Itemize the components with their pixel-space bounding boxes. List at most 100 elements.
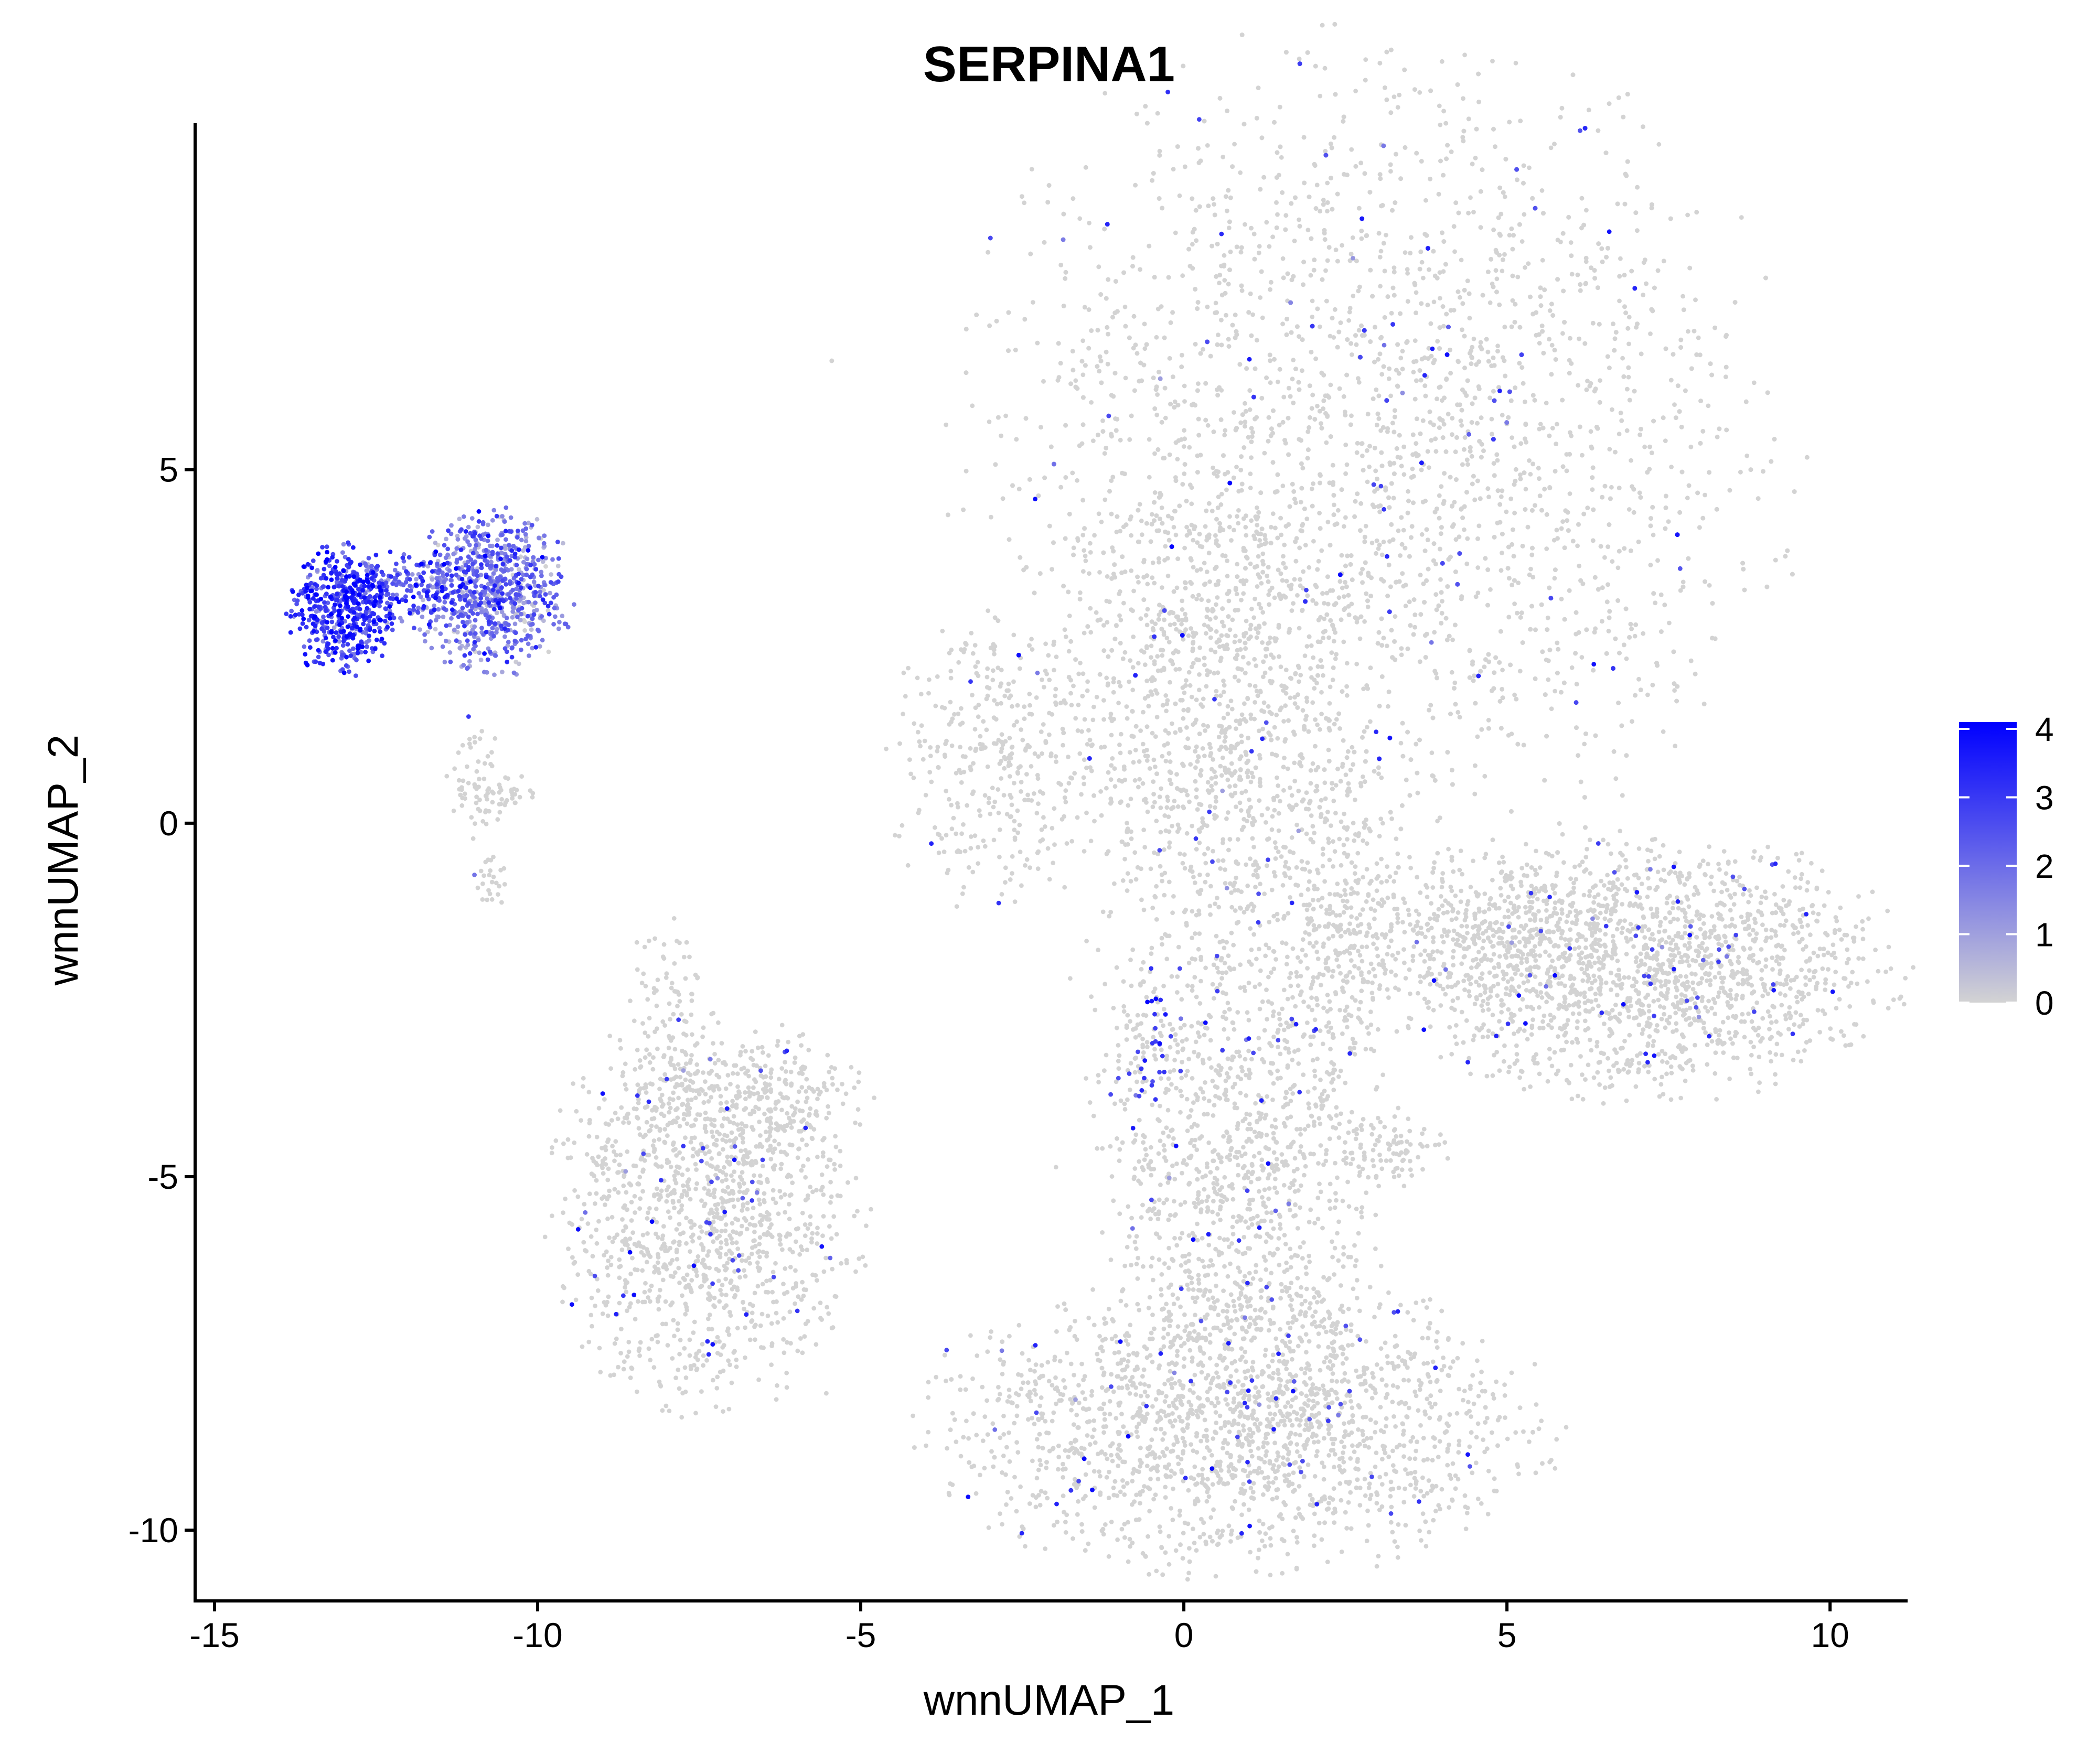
cell-point [1298,500,1303,504]
cell-point [1481,448,1486,454]
cell-point [1547,648,1553,652]
cell-point [1515,610,1519,616]
cell-point [1383,85,1387,90]
cell-point [1190,594,1195,599]
cell-point [1133,724,1139,729]
cell-point [1448,308,1453,313]
cell-point [1613,776,1619,781]
cell-point [1404,777,1409,782]
cell-point [1501,190,1506,195]
cell-point [1710,601,1715,606]
cell-point [1381,636,1386,641]
cell-point [1406,489,1411,494]
cell-point [1378,176,1383,181]
cell-point [1343,580,1347,585]
cell-point [1238,420,1244,425]
cell-point [1133,342,1138,348]
cell-point [1133,182,1138,188]
cell-point [1048,444,1054,449]
cell-point [1610,407,1614,412]
cell-point [1297,334,1302,339]
cell-point [1305,456,1310,461]
cell-point [1248,622,1254,628]
cell-point [993,462,998,467]
cell-point [1500,668,1505,673]
cell-point [1428,321,1433,326]
cell-point [1332,21,1337,27]
cell-point [992,615,998,620]
cell-point [1637,490,1642,496]
cell-point [1362,534,1367,540]
cell-point [1024,565,1029,570]
cell-point [1530,545,1535,551]
cell-point [1494,276,1500,282]
cell-point [1386,563,1391,567]
cell-point [1530,196,1535,201]
cell-point [1369,575,1374,580]
cell-point [1553,357,1558,362]
cell-point [1539,602,1544,607]
cell-point [1295,324,1300,329]
cell-point [1311,655,1316,660]
cell-point [1226,337,1231,342]
cell-point [1512,578,1517,583]
cell-point [1624,428,1630,433]
cell-point [1250,312,1256,317]
cell-point [1238,170,1243,175]
cell-point [1500,687,1505,692]
cell-point [1529,552,1535,557]
cell-point [1517,222,1522,227]
cell-point [1253,366,1258,371]
cell-point [1418,378,1423,383]
cell-point [1358,160,1364,166]
cell-point [1629,458,1634,463]
cell-point [1246,435,1251,440]
cell-point [1217,96,1223,101]
cell-point [1273,525,1278,531]
cell-point [1464,490,1469,495]
cell-point [1082,305,1087,310]
cell-point [1488,587,1493,592]
cell-point [1600,619,1604,624]
cell-point [1268,358,1273,363]
cell-point [1153,387,1159,392]
cell-point [1624,753,1629,758]
cell-point [1437,425,1442,430]
cell-point [1561,288,1566,294]
cell-point [1468,195,1473,200]
cell-point [1238,250,1244,255]
cell-point [1558,115,1563,120]
cell-point [1517,361,1522,366]
cell-point [1494,250,1499,255]
cell-point [1494,452,1500,457]
cell-point [1439,621,1444,626]
cell-point [1461,96,1465,101]
cell-point [1459,407,1464,413]
cell-point [1141,575,1147,580]
cell-point [1152,275,1157,279]
cell-point [1615,565,1621,571]
cell-point [1441,269,1446,274]
cell-point [1495,488,1501,493]
cell-point [1669,465,1674,469]
cell-point [1751,380,1757,385]
cell-point [1418,431,1423,436]
cell-point [1226,282,1231,287]
cell-point [1678,588,1683,593]
cell-point [1526,261,1531,266]
cell-point [1201,347,1206,352]
cell-point [1393,657,1398,662]
cell-point [1675,383,1680,388]
cell-point [1515,741,1521,747]
cell-point [1476,100,1481,104]
cell-point [1056,375,1062,380]
cell-point [1486,494,1491,500]
cell-point [1261,659,1266,664]
cell-point [1293,367,1298,371]
cell-point [1517,669,1523,674]
cell-point [1320,23,1325,28]
cell-point [1429,750,1435,756]
cell-point [1530,393,1536,398]
cell-point [1086,307,1091,312]
